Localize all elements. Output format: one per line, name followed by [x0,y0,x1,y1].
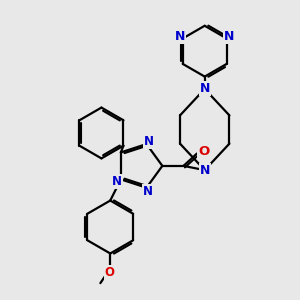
Text: N: N [200,164,210,177]
Text: O: O [105,266,115,279]
Text: N: N [224,30,235,43]
Text: O: O [198,145,210,158]
Text: N: N [200,82,210,95]
Text: N: N [144,135,154,148]
Text: N: N [112,175,122,188]
Text: N: N [175,30,185,43]
Text: N: N [143,185,153,198]
